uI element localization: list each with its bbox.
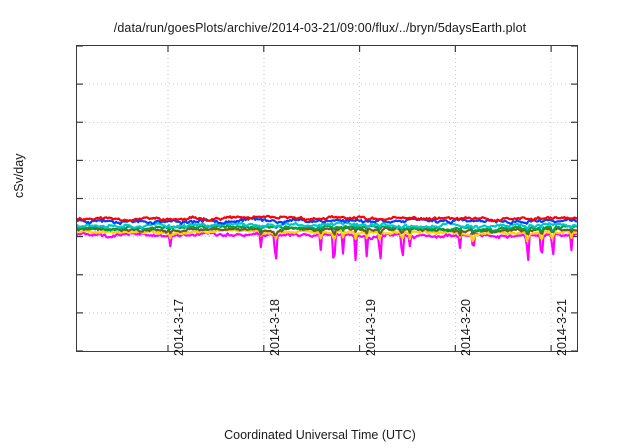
x-axis-tick-label: 2014-3-19 [363, 299, 378, 356]
x-axis-tick-label: 2014-3-18 [267, 299, 282, 356]
x-axis-tick-label: 2014-3-17 [171, 299, 186, 356]
y-axis-label: cSv/day [12, 153, 26, 198]
chart-canvas [77, 46, 577, 351]
x-axis-label: Coordinated Universal Time (UTC) [224, 428, 416, 442]
plot-area [76, 45, 578, 352]
x-axis-tick-label: 2014-3-21 [555, 299, 570, 356]
x-axis-tick-label: 2014-3-20 [459, 299, 474, 356]
page-title: /data/run/goesPlots/archive/2014-03-21/0… [113, 21, 527, 35]
